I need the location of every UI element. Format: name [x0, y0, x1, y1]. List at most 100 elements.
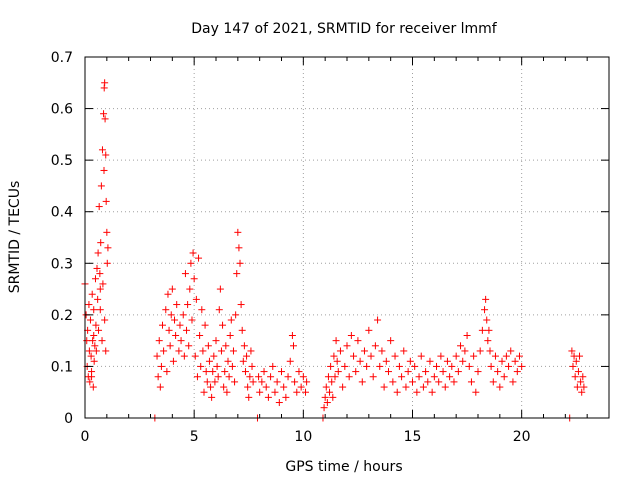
data-point — [193, 373, 201, 381]
data-point — [404, 368, 412, 376]
data-point — [574, 368, 582, 376]
data-point — [86, 316, 94, 324]
data-point — [291, 378, 299, 386]
data-point — [102, 151, 110, 159]
data-point — [402, 383, 410, 391]
data-point — [189, 249, 197, 257]
data-point — [99, 280, 107, 288]
data-point — [97, 182, 105, 190]
data-point — [95, 203, 103, 211]
data-point — [187, 259, 195, 267]
data-point — [441, 383, 449, 391]
data-point — [245, 393, 253, 401]
data-point — [186, 285, 194, 293]
data-point — [486, 347, 494, 355]
data-point — [98, 146, 106, 154]
data-point — [419, 383, 427, 391]
data-point — [238, 326, 246, 334]
data-point — [341, 362, 349, 370]
data-point — [502, 352, 510, 360]
data-point — [264, 393, 272, 401]
data-point — [487, 362, 495, 370]
data-point — [168, 285, 176, 293]
data-point — [223, 388, 231, 396]
data-point — [422, 368, 430, 376]
data-point — [260, 368, 268, 376]
data-point — [507, 347, 515, 355]
data-point — [484, 337, 492, 345]
data-point — [333, 357, 341, 365]
data-point — [452, 352, 460, 360]
data-point — [205, 357, 213, 365]
data-point — [369, 373, 377, 381]
data-point — [448, 362, 456, 370]
data-point — [518, 362, 526, 370]
y-axis-label: SRMTID / TECUs — [7, 181, 23, 294]
data-point — [165, 326, 173, 334]
data-point — [461, 347, 469, 355]
data-point — [358, 378, 366, 386]
data-point — [95, 326, 103, 334]
data-point — [237, 301, 245, 309]
data-point — [90, 331, 98, 339]
data-point — [94, 295, 102, 303]
data-point — [339, 383, 347, 391]
data-point — [489, 378, 497, 386]
data-point — [330, 352, 338, 360]
data-point — [347, 331, 355, 339]
data-point — [226, 331, 234, 339]
data-point — [387, 337, 395, 345]
data-point — [505, 362, 513, 370]
data-point — [513, 368, 521, 376]
data-point — [577, 378, 585, 386]
data-point — [515, 352, 523, 360]
data-point — [282, 393, 290, 401]
data-point — [164, 290, 172, 298]
y-tick-label: 0.7 — [51, 50, 73, 66]
y-tick-label: 0.1 — [51, 359, 73, 375]
data-point — [579, 373, 587, 381]
data-point — [463, 331, 471, 339]
data-point — [280, 383, 288, 391]
data-point — [155, 337, 163, 345]
data-point — [88, 290, 96, 298]
data-point — [247, 347, 255, 355]
data-point — [233, 270, 241, 278]
data-point — [175, 347, 183, 355]
data-point — [498, 357, 506, 365]
data-point — [91, 275, 99, 283]
data-point — [101, 115, 109, 123]
data-point — [179, 311, 187, 319]
data-point — [177, 337, 185, 345]
x-tick-label: 15 — [404, 429, 422, 445]
data-point — [391, 352, 399, 360]
data-point — [459, 357, 467, 365]
data-point — [96, 306, 104, 314]
data-point — [256, 388, 264, 396]
data-point — [90, 306, 98, 314]
data-point — [395, 362, 403, 370]
data-point — [240, 342, 248, 350]
data-point — [262, 383, 270, 391]
data-point — [192, 295, 200, 303]
data-point — [196, 331, 204, 339]
data-point — [229, 347, 237, 355]
x-tick-label: 5 — [190, 429, 199, 445]
data-point — [360, 347, 368, 355]
data-point — [236, 259, 244, 267]
data-point — [180, 352, 188, 360]
data-point — [183, 326, 191, 334]
data-point — [214, 373, 222, 381]
data-point — [163, 368, 171, 376]
data-point — [500, 373, 508, 381]
data-point — [331, 373, 339, 381]
data-point — [580, 383, 588, 391]
data-point — [320, 404, 328, 412]
data-point — [200, 388, 208, 396]
data-point — [103, 228, 111, 236]
data-point — [474, 368, 482, 376]
data-point — [98, 337, 106, 345]
data-point — [243, 352, 251, 360]
data-point — [212, 337, 220, 345]
data-point — [293, 388, 301, 396]
